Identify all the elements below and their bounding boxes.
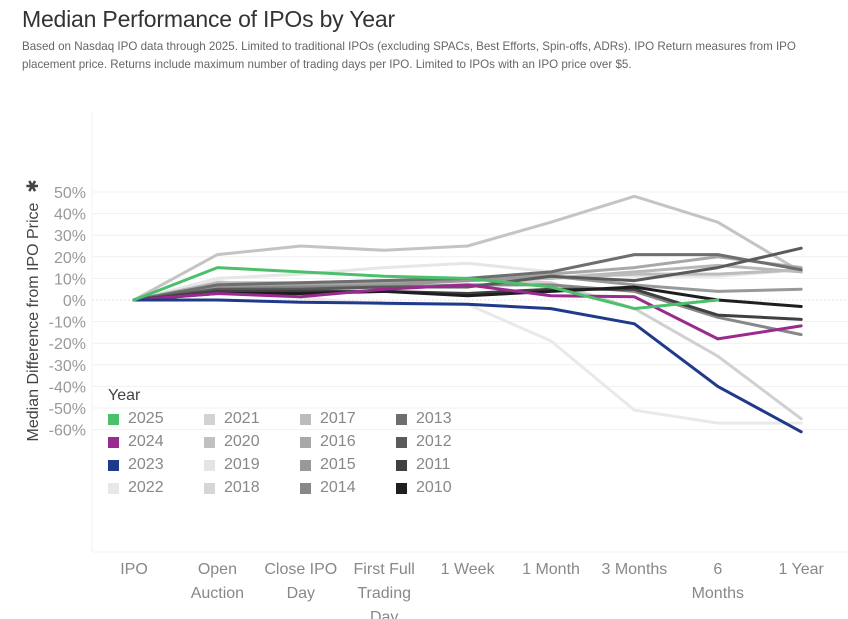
legend-swatch: [108, 459, 119, 471]
legend-label: 2023: [128, 456, 164, 473]
legend-swatch: [108, 482, 119, 494]
series-line-2024[interactable]: [132, 283, 803, 341]
legend-item-2019[interactable]: 2019: [204, 455, 300, 475]
legend-swatch: [396, 482, 407, 494]
legend-label: 2025: [128, 410, 164, 427]
y-tick-label: -50%: [49, 401, 86, 418]
x-tick-label: Open Auction: [191, 561, 244, 602]
x-tick-label: Close IPO Day: [264, 561, 337, 602]
y-tick-label: 40%: [54, 207, 86, 224]
legend-label: 2015: [320, 456, 356, 473]
x-tick-label: First Full Trading Day: [354, 561, 415, 619]
legend-label: 2010: [416, 479, 452, 496]
y-tick-label: -30%: [49, 358, 86, 375]
legend-label: 2019: [224, 456, 260, 473]
series-line-2021[interactable]: [132, 194, 803, 302]
legend-item-2020[interactable]: 2020: [204, 432, 300, 452]
legend-swatch: [204, 413, 215, 425]
y-tick-label: -20%: [49, 336, 86, 353]
legend-item-2010[interactable]: 2010: [396, 478, 492, 498]
legend-swatch: [300, 436, 311, 448]
y-tick-label: 20%: [54, 250, 86, 267]
x-axis-ticks: IPO Open Auction Close IPO Day First Full Trad…: [120, 561, 824, 619]
legend-swatch: [300, 413, 311, 425]
x-tick-label: 3 Months: [601, 561, 667, 578]
legend-swatch: [204, 459, 215, 471]
legend-swatch: [108, 436, 119, 448]
legend-item-2015[interactable]: 2015: [300, 455, 396, 475]
legend-swatch: [108, 413, 119, 425]
legend-label: 2022: [128, 479, 164, 496]
legend-swatch: [300, 459, 311, 471]
legend-label: 2017: [320, 410, 356, 427]
legend-label: 2013: [416, 410, 452, 427]
legend-label: 2011: [416, 456, 451, 473]
y-tick-label: -60%: [49, 423, 86, 440]
legend-item-2025[interactable]: 2025: [108, 409, 204, 429]
legend-label: 2020: [224, 433, 260, 450]
series-line-2012[interactable]: [132, 246, 803, 302]
legend-item-2013[interactable]: 2013: [396, 409, 492, 429]
legend-swatch: [396, 413, 407, 425]
y-tick-label: -40%: [49, 379, 86, 396]
x-tick-label: 6 Months: [692, 561, 744, 602]
x-tick-label: 1 Year: [779, 561, 825, 578]
series-lines: [132, 194, 803, 434]
legend-item-2022[interactable]: 2022: [108, 478, 204, 498]
y-axis-label: Median Difference from IPO Price: [25, 202, 42, 441]
legend-item-2014[interactable]: 2014: [300, 478, 396, 498]
y-tick-label: -10%: [49, 315, 86, 332]
legend-swatch: [396, 459, 407, 471]
series-line-2019[interactable]: [132, 261, 803, 302]
y-tick-label: 50%: [54, 185, 86, 202]
chart-subtitle: Based on Nasdaq IPO data through 2025. L…: [22, 40, 796, 71]
x-tick-label: 1 Week: [441, 561, 496, 578]
legend-label: 2021: [224, 410, 260, 427]
legend-swatch: [300, 482, 311, 494]
legend-label: 2018: [224, 479, 260, 496]
series-line-2011[interactable]: [132, 287, 803, 321]
sort-icon[interactable]: ✱: [25, 179, 42, 192]
legend-title: Year: [108, 387, 141, 404]
y-tick-label: 30%: [54, 228, 86, 245]
x-tick-label: 1 Month: [522, 561, 580, 578]
legend-item-2024[interactable]: 2024: [108, 432, 204, 452]
chart-title: Median Performance of IPOs by Year: [22, 6, 395, 32]
legend-item-2016[interactable]: 2016: [300, 432, 396, 452]
x-tick-label: IPO: [120, 561, 148, 578]
legend: Year 2025 2021 2017 2013 2024 2020 2016 2012 202…: [108, 387, 492, 498]
series-line-2023[interactable]: [132, 298, 803, 434]
legend-label: 2024: [128, 433, 164, 450]
legend-item-2017[interactable]: 2017: [300, 409, 396, 429]
series-line-2025[interactable]: [132, 266, 720, 311]
legend-label: 2014: [320, 479, 356, 496]
legend-item-2012[interactable]: 2012: [396, 432, 492, 452]
legend-swatch: [204, 436, 215, 448]
legend-item-2023[interactable]: 2023: [108, 455, 204, 475]
legend-item-2018[interactable]: 2018: [204, 478, 300, 498]
legend-swatch: [396, 436, 407, 448]
y-tick-label: 0%: [63, 293, 86, 310]
legend-item-2021[interactable]: 2021: [204, 409, 300, 429]
y-axis-ticks: 50% 40% 30% 20% 10% 0% -10% -20% -30% -40% -50% -60…: [49, 185, 86, 440]
legend-swatch: [204, 482, 215, 494]
legend-label: 2016: [320, 433, 356, 450]
legend-item-2011[interactable]: 2011: [396, 455, 492, 475]
y-tick-label: 10%: [54, 271, 86, 288]
legend-label: 2012: [416, 433, 452, 450]
